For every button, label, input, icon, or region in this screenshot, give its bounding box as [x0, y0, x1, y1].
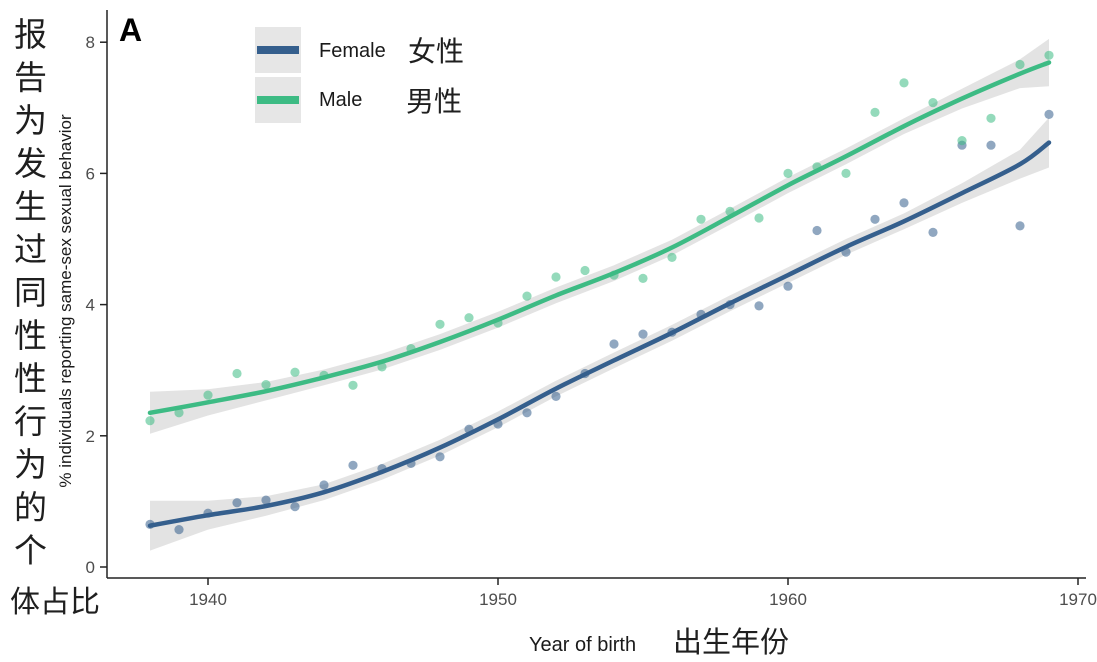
male-data-point	[261, 380, 271, 390]
female-data-point	[609, 339, 619, 349]
legend-label-male-cn: 男性	[406, 85, 462, 118]
female-data-point	[290, 502, 300, 512]
side-char: 行	[14, 402, 47, 441]
male-data-point	[435, 319, 445, 329]
female-data-point	[870, 214, 880, 224]
legend-key-female-line	[257, 46, 299, 54]
male-data-point	[145, 416, 155, 426]
side-char: 性	[14, 316, 47, 355]
side-label-cn: 报 告 为 发 生 过 同 性 性 行 为 的 个 体占比	[10, 15, 100, 620]
male-data-point	[580, 265, 590, 276]
male-data-point	[696, 214, 706, 224]
x-tick-label: 1960	[769, 590, 807, 609]
male-data-point	[638, 273, 648, 283]
y-tick-label: 4	[86, 296, 95, 315]
side-char: 为	[14, 445, 47, 484]
female-data-point	[986, 140, 996, 150]
x-tick-label: 1940	[189, 590, 227, 609]
female-data-point	[551, 391, 561, 401]
male-data-point	[464, 313, 474, 323]
female-trend-line	[147, 140, 1052, 528]
side-char: 过	[14, 230, 47, 269]
male-trend-line	[147, 60, 1052, 416]
trend-lines	[147, 60, 1052, 528]
male-data-point	[290, 367, 300, 377]
side-char: 为	[14, 101, 47, 140]
x-ticks: 1940 1950 1960 1970	[189, 578, 1097, 609]
female-data-point	[348, 460, 358, 470]
y-tick-label: 2	[86, 427, 95, 446]
x-tick-label: 1970	[1059, 590, 1097, 609]
female-data-point	[232, 498, 242, 508]
female-data-point	[1044, 109, 1054, 119]
y-ticks: 0 2 4 6 8	[86, 33, 107, 577]
side-char: 的	[14, 488, 47, 527]
female-data-point	[812, 225, 822, 236]
male-data-point	[986, 113, 996, 123]
side-char: 同	[14, 273, 47, 312]
side-char: 告	[14, 58, 47, 97]
female-data-point	[638, 329, 648, 339]
male-data-point	[203, 390, 213, 400]
female-data-point	[1015, 221, 1025, 231]
male-data-point	[754, 213, 764, 223]
legend-label-female: Female	[319, 40, 386, 62]
female-data-point	[319, 480, 329, 490]
side-char: 发	[14, 144, 47, 183]
male-data-point	[174, 408, 184, 418]
female-data-point	[261, 495, 271, 505]
legend-label-female-cn: 女性	[408, 35, 464, 68]
x-tick-label: 1950	[479, 590, 517, 609]
x-axis-title-cn: 出生年份	[673, 625, 789, 659]
female-data-point	[435, 452, 445, 462]
female-data-point	[522, 408, 532, 418]
female-data-point	[899, 198, 909, 208]
y-axis-title: % individuals reporting same-sex sexual …	[56, 114, 75, 488]
legend: Female 女性 Male 男性	[255, 27, 464, 123]
side-char: 性	[14, 359, 47, 398]
male-data-point	[232, 368, 242, 379]
female-confidence-band	[150, 117, 1049, 551]
y-tick-label: 0	[86, 558, 95, 577]
legend-label-male: Male	[319, 89, 362, 111]
female-data-point	[928, 227, 938, 237]
y-tick-label: 8	[86, 33, 95, 52]
male-data-point	[841, 168, 851, 178]
male-data-point	[870, 107, 880, 117]
male-data-point	[957, 136, 967, 146]
male-data-point	[899, 78, 909, 88]
y-tick-label: 6	[86, 164, 95, 183]
x-axis-title: Year of birth	[529, 634, 636, 656]
side-char: 体占比	[10, 585, 100, 620]
male-data-point	[783, 168, 793, 178]
male-data-point	[928, 98, 938, 108]
side-char: 报	[14, 15, 47, 54]
male-data-point	[348, 380, 358, 390]
female-data-point	[174, 525, 184, 535]
female-data-point	[783, 281, 793, 291]
side-char: 生	[14, 187, 47, 226]
side-char: 个	[14, 531, 47, 570]
male-data-point	[667, 252, 677, 262]
female-data-point	[754, 301, 764, 311]
male-data-point	[1044, 50, 1054, 60]
male-data-point	[1015, 59, 1025, 70]
male-data-point	[551, 272, 561, 282]
panel-label: A	[119, 12, 142, 48]
legend-key-male-line	[257, 96, 299, 104]
male-data-point	[522, 291, 532, 301]
